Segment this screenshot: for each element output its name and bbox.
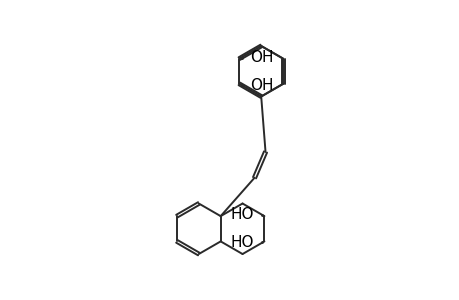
Text: HO: HO [230, 207, 253, 222]
Text: HO: HO [230, 236, 253, 250]
Text: OH: OH [249, 78, 273, 93]
Text: OH: OH [249, 50, 273, 64]
